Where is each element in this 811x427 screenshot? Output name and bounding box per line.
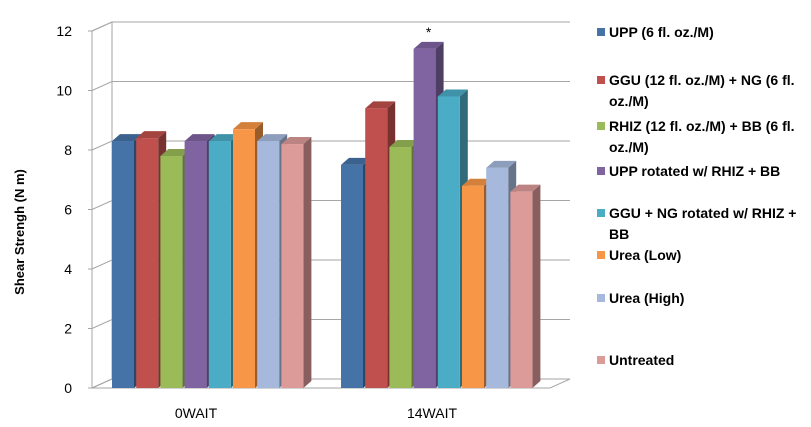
x-axis-ticks: 0WAIT 14WAIT [175, 405, 458, 421]
legend-swatch [597, 356, 605, 364]
y-axis-label: Shear Strengh (N m) [12, 169, 27, 295]
chart-plot: 0 2 4 6 8 10 12 0WAIT 14WAIT * [56, 21, 571, 421]
legend-label: Untreated [609, 352, 675, 368]
x-tick-label: 0WAIT [175, 405, 218, 421]
legend-swatch [597, 28, 605, 36]
y-tick-label: 6 [64, 202, 72, 218]
y-tick-label: 4 [64, 261, 72, 277]
y-tick-label: 0 [64, 380, 72, 396]
bars [112, 41, 541, 389]
legend-swatch [597, 167, 605, 175]
x-tick-label: 14WAIT [407, 405, 457, 421]
legend-label: UPP (6 fl. oz./M) [609, 24, 714, 40]
gridline [91, 21, 570, 32]
legend-swatch [597, 294, 605, 302]
y-tick-label: 8 [64, 142, 72, 158]
y-tick-label: 12 [56, 23, 72, 39]
significance-marker: * [426, 24, 432, 40]
legend-swatch [597, 76, 605, 84]
legend-label: Urea (High) [609, 290, 685, 306]
legend-label: Urea (Low) [609, 247, 682, 263]
gridline [91, 81, 570, 91]
legend-swatch [597, 122, 605, 130]
bar [281, 137, 312, 388]
y-tick-label: 2 [64, 321, 72, 337]
legend-label: UPP rotated w/ RHIZ + BB [609, 163, 781, 179]
annotations: * [426, 24, 432, 40]
legend-swatch [597, 251, 605, 259]
legend: UPP (6 fl. oz./M) GGU (12 fl. oz./M) + NG… [597, 0, 811, 427]
bar [510, 184, 541, 388]
legend-label: GGU + NG rotated w/ RHIZ + BB [609, 205, 797, 242]
legend-label: GGU (12 fl. oz./M) + NG (6 fl. oz./M) [609, 72, 795, 109]
legend-swatch [597, 209, 605, 217]
y-tick-label: 10 [56, 83, 72, 99]
legend-label: RHIZ (12 fl. oz./M) + BB (6 fl. oz./M) [609, 118, 795, 155]
y-axis-ticks: 0 2 4 6 8 10 12 [56, 23, 93, 396]
